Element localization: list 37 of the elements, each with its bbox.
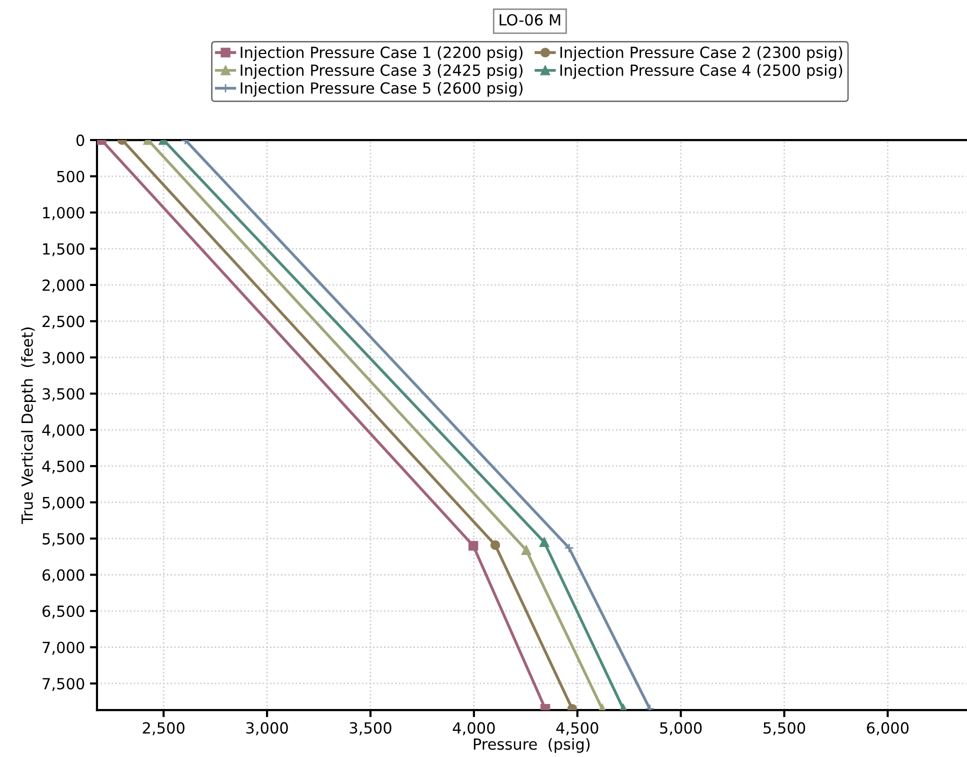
point [564,543,574,553]
x-axis-title: Pressure (psig) [474,738,590,753]
y-tick-label: 2,000 [42,279,84,293]
y-tick-label: 6,500 [42,605,84,619]
x-tick-label: 6,000 [866,722,909,736]
point [521,545,532,556]
y-tick-label: 1,000 [43,206,84,220]
y-tick-label: 6,000 [42,569,84,582]
legend-label: Injection Pressure Case 2 (2300 psig) [560,46,842,62]
x-tick-label: 2,500 [142,722,184,736]
x-tick-label: 5,000 [660,722,702,736]
y-tick-label: 3,500 [42,388,84,402]
y-tick-label: 4,000 [42,424,84,438]
y-tick-label: 500 [57,170,84,182]
y-tick-label: 7,500 [42,678,84,692]
legend-label: Injection Pressure Case 3 (2425 psig) [240,64,522,79]
x-tick-label: 5,500 [764,722,806,736]
chart-title: LO-06 M [500,14,560,26]
x-tick-label: 3,500 [350,722,392,736]
y-tick-label: 5,000 [42,496,84,510]
x-tick-label: 3,000 [246,722,288,736]
y-axis-title: True Vertical Depth (feet) [21,328,36,524]
y-tick-label: 1,500 [43,243,84,256]
point [539,537,550,548]
legend-label: Injection Pressure Case 1 (2200 psig) [240,46,522,62]
legend-label: Injection Pressure Case 4 (2500 psig) [560,64,842,79]
y-tick-label: 3,000 [42,352,84,365]
y-tick-label: 2,500 [42,316,84,329]
legend-label: Injection Pressure Case 5 (2600 psig) [240,82,522,97]
x-tick-label: 4,500 [556,722,598,736]
point [490,540,500,550]
y-tick-label: 7,000 [42,642,84,655]
y-tick-label: 5,500 [42,533,84,546]
y-tick-label: 0 [76,134,84,146]
y-tick-label: 4,500 [42,460,84,474]
x-tick-label: 4,000 [452,722,495,736]
point [468,540,478,551]
